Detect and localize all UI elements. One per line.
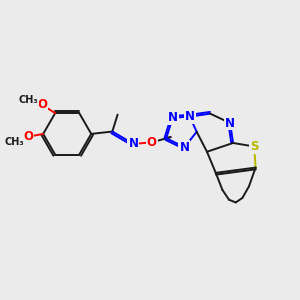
- Text: CH₃: CH₃: [18, 94, 38, 105]
- Text: N: N: [185, 110, 195, 123]
- Text: N: N: [179, 141, 189, 154]
- Text: O: O: [37, 98, 47, 111]
- Text: CH₃: CH₃: [4, 137, 24, 147]
- Text: O: O: [23, 130, 33, 143]
- Text: O: O: [147, 136, 157, 149]
- Text: S: S: [250, 140, 258, 153]
- Text: N: N: [168, 111, 178, 124]
- Text: N: N: [128, 137, 138, 150]
- Text: N: N: [225, 116, 235, 130]
